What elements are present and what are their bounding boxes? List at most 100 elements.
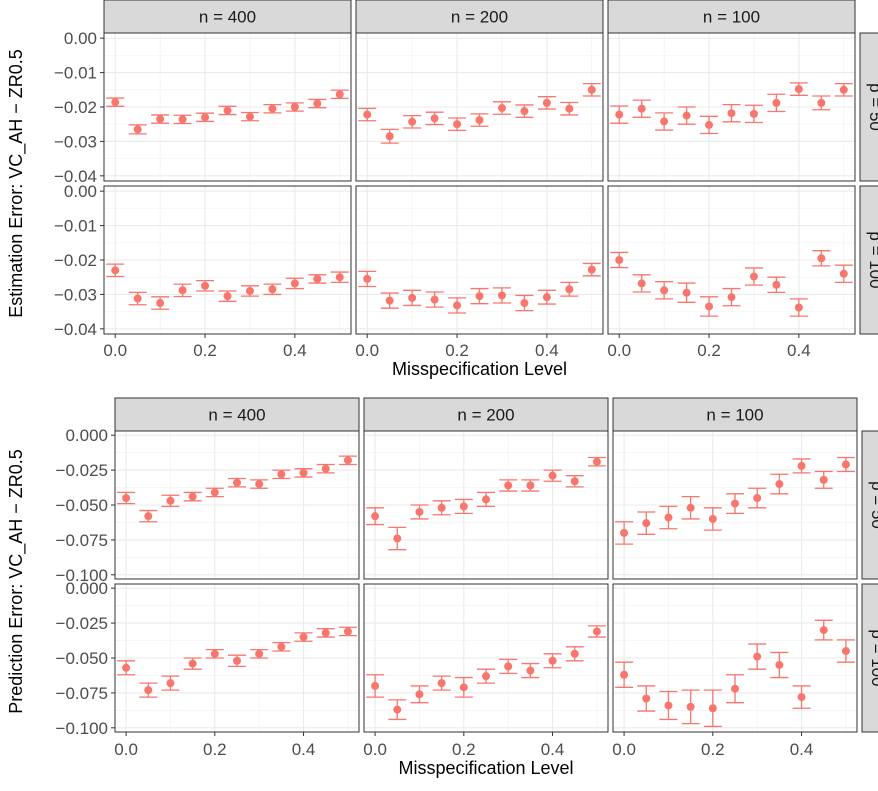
data-point: [664, 513, 673, 522]
data-point: [223, 292, 232, 301]
data-point: [753, 652, 762, 661]
data-point: [839, 269, 848, 278]
data-point: [775, 480, 784, 489]
x-tick-label: 0.2: [452, 740, 476, 759]
panel-border: [355, 185, 604, 335]
data-point: [839, 85, 848, 94]
data-point: [313, 274, 322, 283]
data-point: [437, 679, 446, 688]
data-point: [542, 293, 551, 302]
x-tick-label: 0.0: [363, 740, 387, 759]
panel: 0.0 0.2 0.4: [355, 185, 604, 360]
data-point: [245, 112, 254, 121]
data-point: [178, 115, 187, 124]
y-axis-title: Estimation Error: VC_AH − ZR0.5: [6, 49, 27, 318]
panel-border: [612, 583, 858, 733]
x-tick-label: 0.0: [612, 740, 636, 759]
panel-border: [607, 185, 856, 335]
data-point: [587, 265, 596, 274]
data-point: [393, 705, 402, 714]
data-point: [343, 627, 352, 636]
facet-row-label: p = 50: [866, 83, 878, 131]
data-point: [482, 672, 490, 681]
data-point: [504, 662, 513, 671]
x-tick-label: 0.4: [292, 740, 316, 759]
data-point: [642, 519, 651, 528]
data-point: [749, 272, 758, 281]
facet-row-label: p = 50: [868, 481, 878, 529]
panel: [363, 430, 609, 580]
data-point: [223, 106, 232, 115]
facet-strip-column: [612, 397, 858, 432]
x-axis-title: Misspecification Level: [392, 359, 567, 379]
panel-border: [612, 430, 858, 580]
data-point: [708, 514, 717, 523]
data-point: [637, 279, 646, 288]
panel: 0.00 −0.01 −0.02 −0.03 −0.04 0.0 0.2 0.4: [54, 182, 352, 360]
y-tick-label: −0.02: [54, 98, 97, 117]
panel: [607, 32, 856, 182]
data-point: [504, 481, 513, 490]
y-tick-label: 0.000: [65, 426, 108, 445]
facet-strip-row: [859, 32, 878, 182]
facet-row-label: p = 100: [866, 231, 878, 288]
x-tick-label: 0.4: [541, 740, 565, 759]
panel: 0.000 −0.025 −0.050 −0.075 −0.100: [56, 426, 360, 585]
data-point: [482, 495, 490, 504]
data-point: [570, 477, 579, 486]
x-tick-label: 0.2: [697, 341, 721, 360]
data-point: [592, 627, 601, 636]
data-point: [277, 470, 286, 479]
facet-column-label: n = 100: [706, 406, 763, 425]
data-point: [122, 494, 131, 503]
panel: 0.00 −0.01 −0.02 −0.03 −0.04: [54, 29, 352, 186]
data-point: [731, 684, 739, 693]
data-point: [415, 507, 424, 516]
data-point: [415, 690, 424, 699]
data-point: [188, 659, 197, 668]
data-point: [520, 299, 529, 308]
facet-column-label: n = 200: [451, 8, 508, 27]
y-tick-label: −0.025: [56, 614, 108, 633]
data-point: [111, 266, 120, 275]
data-point: [794, 303, 803, 312]
facet-column-label: n = 100: [703, 8, 760, 27]
data-point: [817, 254, 826, 263]
data-point: [385, 132, 394, 141]
data-point: [520, 107, 529, 116]
x-tick-label: 0.4: [283, 341, 307, 360]
x-axis-title: Misspecification Level: [398, 758, 573, 778]
data-point: [664, 701, 673, 710]
data-point: [133, 294, 142, 303]
data-point: [526, 481, 535, 490]
y-tick-label: −0.025: [56, 461, 108, 480]
data-point: [797, 461, 806, 470]
facet-strip-column: [607, 0, 856, 34]
y-tick-label: −0.075: [56, 684, 108, 703]
data-point: [144, 686, 153, 695]
y-tick-label: −0.03: [54, 285, 97, 304]
x-tick-label: 0.2: [203, 740, 227, 759]
facet-strip-column: [355, 0, 604, 34]
data-point: [408, 117, 417, 126]
data-point: [268, 285, 277, 294]
data-point: [299, 468, 308, 477]
panel-border: [355, 32, 604, 182]
data-point: [727, 293, 736, 302]
data-point: [686, 702, 695, 711]
data-point: [642, 694, 651, 703]
data-point: [290, 279, 299, 288]
data-point: [817, 98, 826, 107]
data-point: [144, 512, 153, 521]
x-tick-label: 0.0: [103, 341, 127, 360]
panel: [612, 430, 858, 580]
data-point: [210, 649, 219, 658]
data-point: [797, 693, 806, 702]
y-tick-label: −0.100: [56, 566, 108, 585]
y-tick-label: −0.03: [54, 132, 97, 151]
data-point: [321, 464, 330, 473]
data-point: [437, 503, 446, 512]
data-point: [335, 90, 344, 99]
